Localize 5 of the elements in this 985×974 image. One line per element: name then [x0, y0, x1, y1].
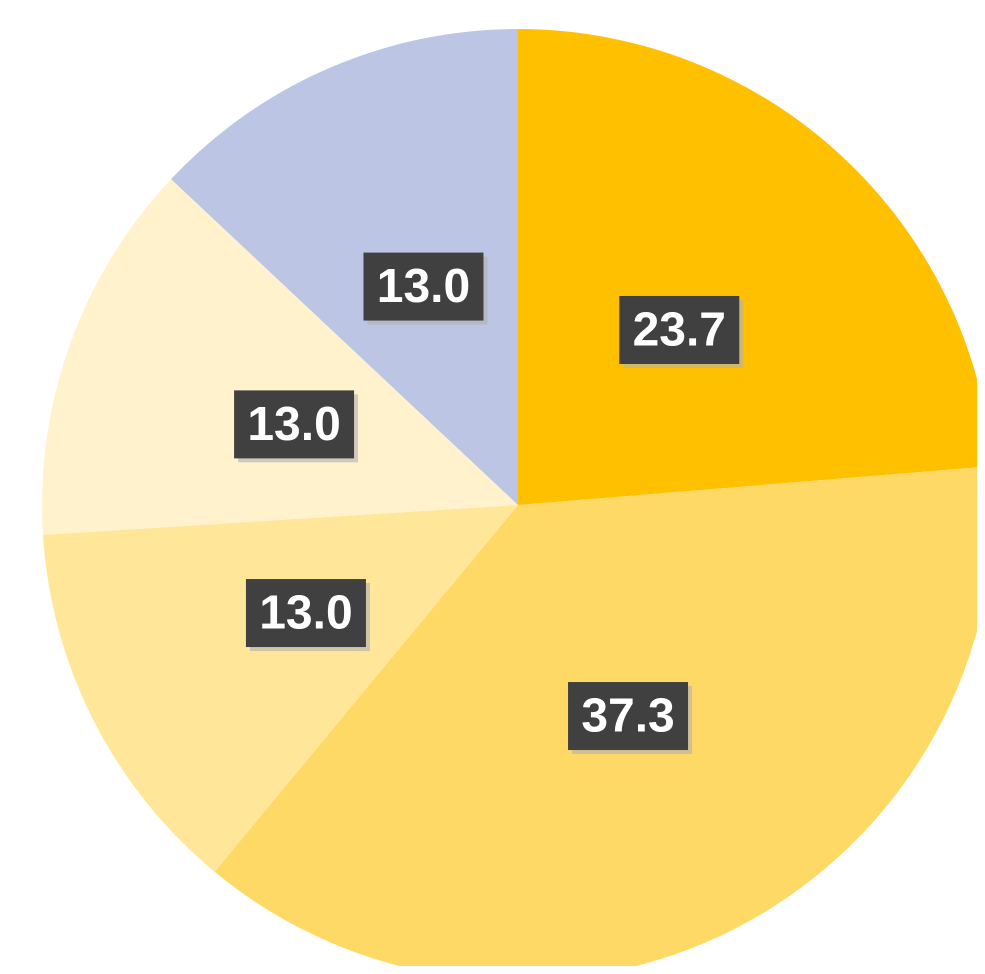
data-label: 23.7: [632, 303, 726, 356]
data-label: 13.0: [247, 398, 341, 451]
data-label: 37.3: [581, 690, 675, 743]
data-label: 13.0: [259, 586, 353, 640]
data-label: 13.0: [376, 260, 470, 314]
